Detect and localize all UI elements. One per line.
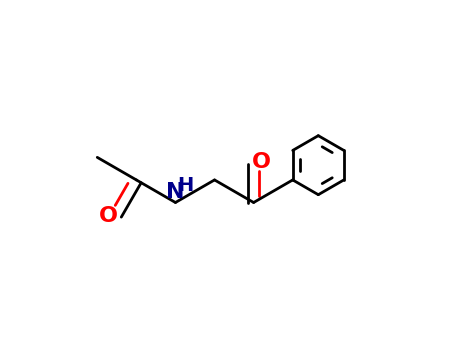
Text: O: O [252, 152, 271, 173]
Text: H: H [177, 176, 193, 195]
Text: O: O [99, 206, 118, 226]
Text: N: N [166, 182, 185, 202]
